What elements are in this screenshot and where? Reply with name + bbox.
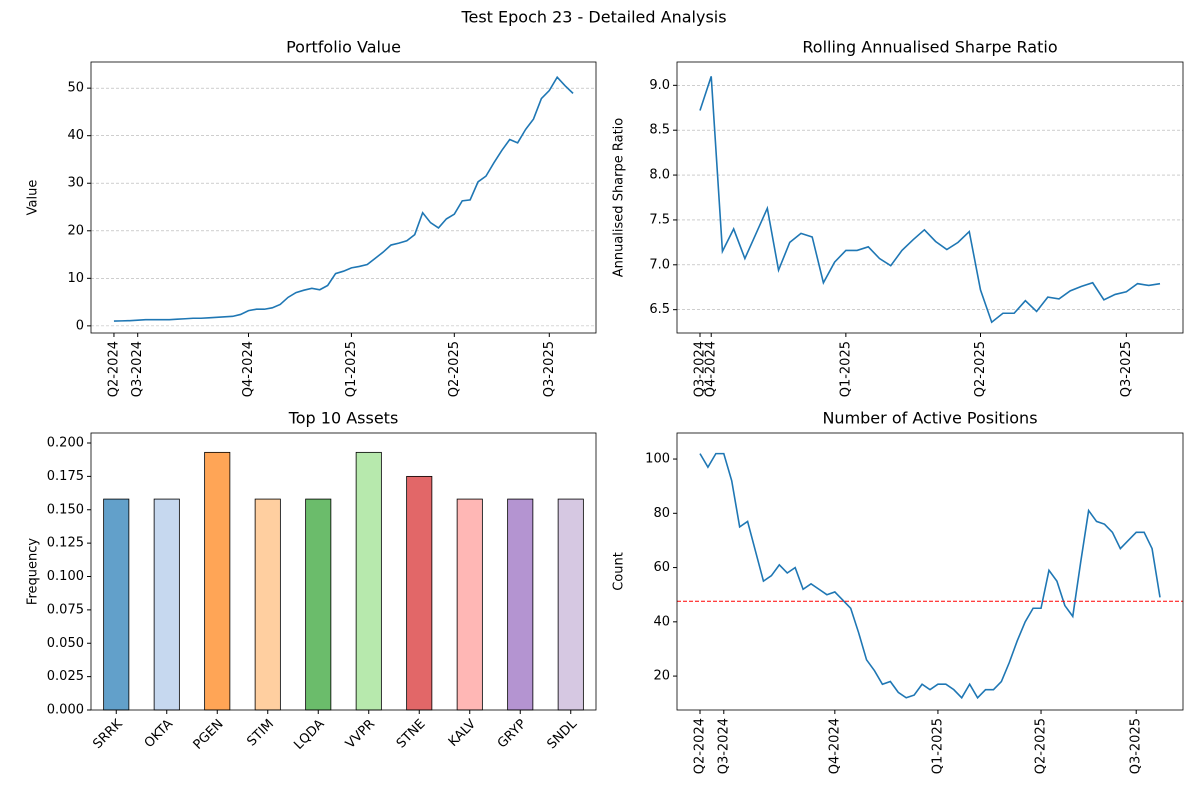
y-tick-label: 8.5	[649, 123, 670, 138]
y-tick-label: 0.000	[47, 703, 84, 718]
x-tick-label: Q2-2025	[1034, 718, 1049, 774]
x-tick-label: LQDA	[291, 717, 327, 753]
bar	[406, 475, 433, 711]
chart-title: Number of Active Positions	[822, 409, 1037, 428]
x-tick-label: Q4-2024	[704, 341, 719, 397]
y-tick-label: 100	[645, 452, 670, 467]
bar	[305, 498, 332, 711]
y-tick-label: 0	[76, 318, 84, 333]
y-tick-label: 0.150	[47, 502, 84, 517]
y-tick-label: 40	[67, 128, 84, 143]
y-axis-label: Annualised Sharpe Ratio	[612, 118, 627, 278]
bar	[204, 451, 231, 711]
bar	[507, 498, 534, 711]
y-tick-label: 0.175	[47, 469, 84, 484]
x-tick-label: Q1-2025	[930, 718, 945, 774]
y-tick-label: 20	[653, 669, 670, 684]
y-tick-label: 8.0	[649, 168, 670, 183]
bar	[456, 498, 483, 711]
bar	[355, 451, 382, 711]
x-tick-label: SRRK	[90, 716, 126, 752]
y-tick-label: 60	[653, 560, 670, 575]
chart-title: Top 10 Assets	[288, 409, 399, 428]
x-tick-label: SNDL	[545, 716, 581, 752]
y-axis-label: Frequency	[26, 538, 41, 605]
x-tick-label: OKTA	[142, 717, 176, 751]
x-tick-label: Q3-2024	[130, 341, 145, 397]
y-axis-label: Count	[612, 552, 627, 591]
y-tick-label: 50	[67, 81, 84, 96]
x-tick-label: Q3-2025	[1129, 718, 1144, 774]
y-axis-label: Value	[26, 180, 41, 216]
x-tick-label: STNE	[394, 717, 429, 752]
x-tick-label: VVPR	[343, 717, 378, 752]
x-tick-label: Q2-2025	[447, 341, 462, 397]
line	[699, 76, 1161, 324]
chart-title: Rolling Annualised Sharpe Ratio	[802, 38, 1057, 57]
y-tick-label: 6.5	[649, 302, 670, 317]
y-tick-label: 7.5	[649, 212, 670, 227]
y-tick-label: 0.125	[47, 536, 84, 551]
x-tick-label: Q1-2025	[344, 341, 359, 397]
x-tick-label: GRYP	[495, 717, 530, 752]
y-tick-label: 0.200	[47, 436, 84, 451]
y-tick-label: 20	[67, 223, 84, 238]
axes-frame	[90, 61, 597, 334]
y-tick-label: 30	[67, 176, 84, 191]
x-tick-label: Q4-2024	[827, 718, 842, 774]
y-tick-label: 0.100	[47, 569, 84, 584]
y-tick-label: 80	[653, 506, 670, 521]
y-tick-label: 0.025	[47, 669, 84, 684]
line	[699, 452, 1161, 700]
x-tick-label: Q2-2024	[106, 341, 121, 397]
x-tick-label: Q2-2024	[693, 718, 708, 774]
x-tick-label: Q3-2025	[1119, 341, 1134, 397]
y-tick-label: 0.050	[47, 636, 84, 651]
bar	[254, 498, 281, 711]
x-tick-label: PGEN	[191, 717, 227, 753]
chart-title: Portfolio Value	[286, 38, 401, 57]
bar	[557, 498, 584, 711]
x-tick-label: Q3-2024	[716, 718, 731, 774]
x-tick-label: Q3-2025	[542, 341, 557, 397]
y-tick-label: 7.0	[649, 257, 670, 272]
y-tick-label: 0.075	[47, 602, 84, 617]
x-tick-label: STIM	[244, 717, 277, 750]
x-tick-label: Q4-2024	[241, 341, 256, 397]
figure-title: Test Epoch 23 - Detailed Analysis	[460, 8, 726, 27]
y-tick-label: 9.0	[649, 78, 670, 93]
x-tick-label: Q2-2025	[973, 341, 988, 397]
x-tick-label: Q1-2025	[838, 341, 853, 397]
axes-frame	[676, 61, 1184, 334]
bar	[103, 498, 130, 711]
axes-frame	[90, 432, 597, 711]
line	[113, 75, 574, 322]
y-tick-label: 10	[67, 271, 84, 286]
y-tick-label: 40	[653, 614, 670, 629]
x-tick-label: Q3-2024	[693, 341, 708, 397]
bar	[153, 498, 180, 711]
x-tick-label: KALV	[446, 717, 479, 750]
axes-frame	[676, 432, 1184, 711]
